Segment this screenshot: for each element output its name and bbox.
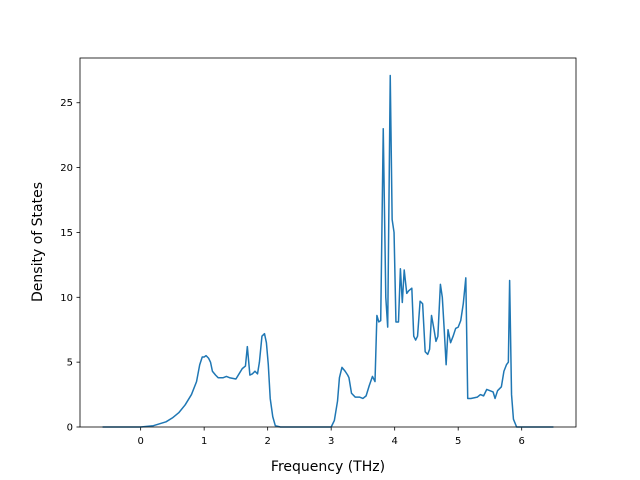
- y-tick-label: 0: [67, 423, 73, 434]
- plot-frame: [79, 57, 577, 428]
- x-tick-label: 3: [328, 436, 334, 447]
- data-line: [102, 74, 554, 428]
- x-axis-label: Frequency (THz): [271, 459, 385, 475]
- x-tick-label: 6: [519, 436, 525, 447]
- y-tick-label: 15: [60, 228, 73, 239]
- y-axis-label: Density of States: [30, 182, 46, 302]
- x-tick-label: 0: [137, 436, 143, 447]
- y-tick-label: 10: [60, 293, 73, 304]
- x-tick-label: 2: [264, 436, 270, 447]
- x-tick-label: 1: [201, 436, 207, 447]
- x-tick-label: 4: [391, 436, 397, 447]
- y-tick-label: 25: [60, 98, 73, 109]
- x-tick-label: 5: [455, 436, 461, 447]
- y-tick-label: 20: [60, 163, 73, 174]
- y-tick-label: 5: [67, 358, 73, 369]
